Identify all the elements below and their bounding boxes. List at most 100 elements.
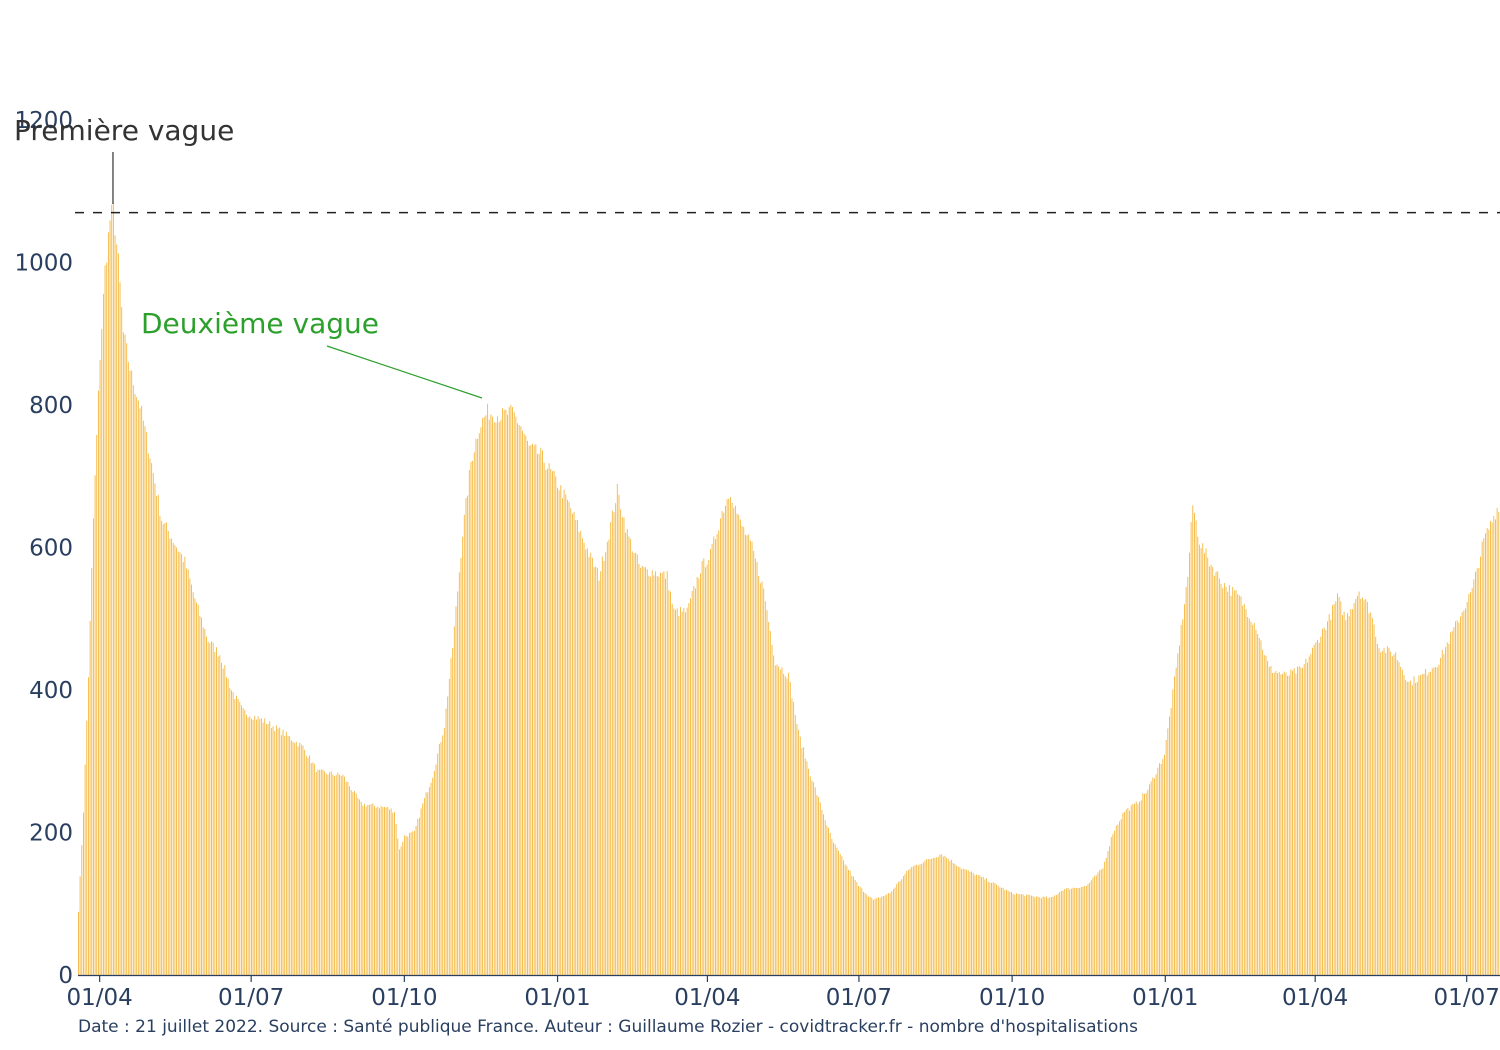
bar	[433, 770, 435, 975]
bar	[1351, 609, 1353, 975]
bar	[219, 655, 221, 975]
bar	[1070, 888, 1072, 975]
bar	[360, 801, 362, 975]
bar	[1465, 608, 1466, 975]
bar	[1090, 880, 1092, 975]
bar	[844, 864, 846, 975]
bar	[340, 776, 342, 975]
bar	[124, 334, 126, 976]
bar	[606, 541, 608, 975]
bar	[696, 576, 698, 975]
bar	[122, 332, 124, 975]
bar	[809, 776, 811, 975]
bar	[686, 607, 688, 975]
bar	[571, 513, 573, 975]
bar	[1265, 655, 1267, 975]
bar	[182, 562, 184, 975]
bar	[796, 723, 798, 975]
bar	[530, 445, 532, 975]
bar	[325, 773, 327, 975]
bar	[1085, 885, 1087, 975]
bar	[1410, 680, 1412, 975]
bar	[581, 538, 583, 975]
bar	[1388, 647, 1390, 975]
bar	[1147, 789, 1149, 975]
bar	[959, 867, 961, 975]
bar	[576, 520, 578, 975]
bar	[221, 662, 222, 975]
bar	[214, 652, 216, 975]
bar	[741, 525, 743, 975]
bar	[370, 804, 372, 975]
bar	[547, 468, 548, 975]
bar	[1463, 610, 1465, 975]
bar	[452, 648, 454, 975]
bar	[1338, 597, 1340, 975]
bar	[974, 875, 976, 975]
bar	[590, 552, 592, 975]
bar	[911, 867, 913, 975]
bar	[1393, 654, 1395, 975]
bar	[558, 490, 560, 975]
bar	[961, 869, 963, 975]
bar	[1288, 675, 1290, 975]
bar	[1403, 674, 1405, 975]
bar	[863, 891, 864, 975]
bar	[460, 557, 462, 975]
bar	[477, 438, 479, 976]
bar	[1022, 894, 1024, 975]
bar	[1054, 895, 1056, 975]
bar	[1215, 571, 1217, 975]
bar	[310, 763, 312, 975]
bar	[626, 529, 628, 975]
bar	[573, 511, 575, 975]
bar	[764, 601, 766, 975]
bar	[884, 895, 886, 975]
bar	[937, 856, 939, 975]
bar	[483, 416, 485, 975]
bar	[1218, 578, 1220, 975]
bar	[1001, 887, 1002, 975]
bar	[803, 747, 805, 975]
bar	[487, 403, 489, 975]
bar	[307, 757, 309, 975]
bar	[788, 672, 790, 975]
bar	[465, 498, 467, 975]
bar	[967, 870, 969, 975]
bar	[1208, 566, 1210, 975]
bar	[1400, 666, 1402, 975]
bar	[249, 716, 251, 975]
bar	[851, 875, 853, 975]
bar	[1451, 631, 1453, 975]
bar	[1337, 593, 1338, 975]
bar	[1383, 647, 1385, 975]
bar	[161, 520, 163, 975]
bar	[906, 870, 908, 975]
bar	[359, 799, 360, 975]
bar	[97, 390, 99, 976]
bar	[861, 888, 863, 975]
bar	[864, 892, 866, 975]
bar	[1421, 674, 1423, 975]
bar	[152, 473, 154, 975]
bar	[1356, 595, 1358, 975]
bar	[201, 617, 202, 975]
bar	[1042, 896, 1044, 975]
bar	[505, 409, 507, 976]
bar	[976, 874, 978, 975]
bar	[706, 564, 708, 975]
bar	[265, 724, 267, 975]
bar	[1179, 645, 1180, 975]
bar	[608, 539, 610, 975]
bar	[1287, 675, 1289, 975]
bar	[670, 591, 671, 975]
bar	[964, 869, 966, 975]
bar	[636, 554, 638, 975]
bar	[1142, 793, 1144, 975]
bar	[1371, 617, 1373, 975]
bar	[729, 496, 731, 975]
bar	[781, 667, 783, 975]
bar	[1285, 672, 1287, 975]
bar	[1381, 650, 1383, 975]
bar	[102, 293, 104, 975]
